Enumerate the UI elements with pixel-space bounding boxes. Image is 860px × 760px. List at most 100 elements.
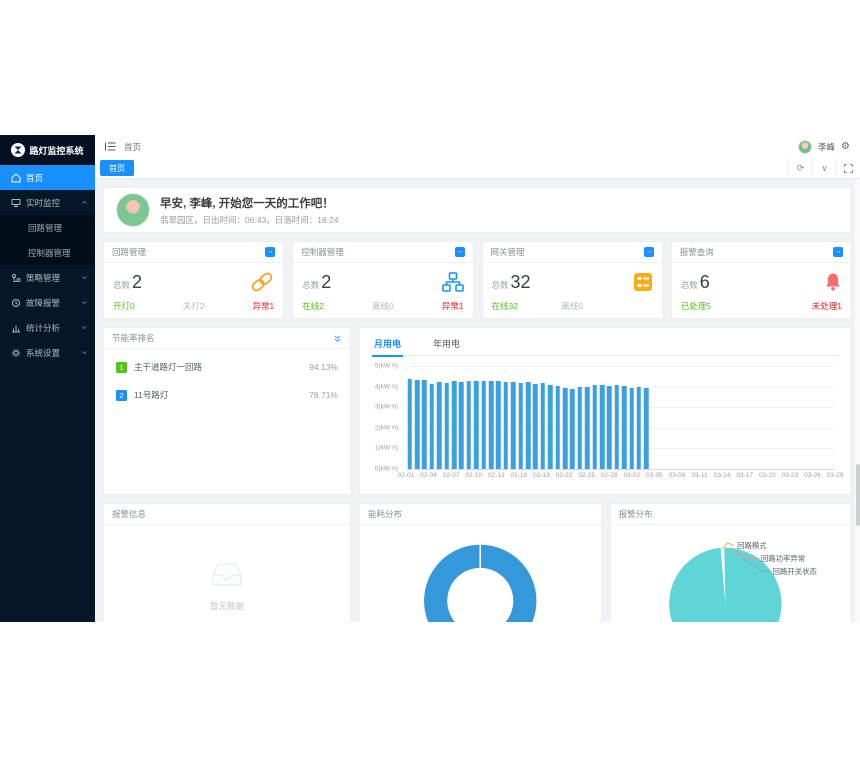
bar-plot bbox=[406, 366, 835, 470]
usage-bar bbox=[496, 381, 501, 469]
logo-icon bbox=[11, 143, 26, 157]
double-chevron-down-icon[interactable] bbox=[333, 334, 342, 343]
card-title: 控制器管理 bbox=[301, 247, 344, 257]
usage-bar bbox=[422, 380, 427, 469]
x-axis-tick-label: 03-29 bbox=[826, 472, 844, 479]
chevron-down-icon bbox=[81, 299, 88, 306]
x-axis: 02-01 02-04 02-07 02-10 02-13 02-16 02-19 02-22… bbox=[398, 469, 844, 483]
y-axis-tick-label: 5(kW·h) bbox=[374, 362, 398, 370]
usage-bar bbox=[414, 379, 420, 469]
menu-fold-icon[interactable] bbox=[105, 142, 116, 151]
total-label: 总数 bbox=[113, 279, 131, 290]
usage-bar bbox=[451, 381, 457, 469]
sidebar: 路灯监控系统 首页 实时监控 回路管理 控制器管理 策略管理 故障报警 bbox=[0, 135, 95, 622]
tab-yearly-usage[interactable]: 年用电 bbox=[433, 339, 461, 349]
sidebar-item-label: 实时监控 bbox=[26, 197, 61, 208]
rank-value: 78.71% bbox=[309, 390, 338, 400]
total-value: 32 bbox=[510, 271, 531, 292]
app-window: 路灯监控系统 首页 实时监控 回路管理 控制器管理 策略管理 故障报警 bbox=[0, 135, 860, 622]
x-axis-tick-label: 02-19 bbox=[533, 472, 550, 479]
usage-bar bbox=[644, 387, 649, 469]
fullscreen-icon[interactable] bbox=[836, 158, 860, 178]
open-arrow-icon[interactable]: → bbox=[833, 247, 843, 257]
empty-state: 暂无数据 bbox=[104, 525, 350, 612]
user-avatar[interactable] bbox=[798, 139, 813, 154]
y-axis-tick-label: 2(kW·h) bbox=[374, 424, 398, 432]
username[interactable]: 李峰 bbox=[818, 141, 836, 152]
card-title: 能耗分布 bbox=[368, 509, 403, 519]
scrollbar-thumb[interactable] bbox=[855, 464, 860, 526]
open-arrow-icon[interactable]: → bbox=[643, 247, 654, 257]
alarm-pie-chart: 回路模式 回路功率异常 回路开关状态 bbox=[668, 541, 817, 622]
page-tabs-bar: 首页 ⟳ ∨ bbox=[95, 158, 860, 179]
total-label: 总数 bbox=[302, 279, 320, 290]
vertical-scrollbar[interactable] bbox=[855, 179, 860, 622]
settings-gear-icon[interactable]: ⚙ bbox=[841, 140, 850, 152]
sidebar-submenu: 回路管理 控制器管理 bbox=[0, 215, 95, 265]
open-arrow-icon[interactable]: → bbox=[454, 247, 465, 257]
ranking-row: 1 主干道路灯一回路 94.13% bbox=[116, 361, 338, 373]
gridline bbox=[406, 407, 835, 409]
sidebar-item-fault-alarm[interactable]: 故障报警 bbox=[0, 290, 95, 315]
total-value: 2 bbox=[321, 271, 332, 292]
stat-abnormal: 异常1 bbox=[441, 301, 464, 311]
sidebar-item-home[interactable]: 首页 bbox=[0, 165, 95, 190]
usage-bar bbox=[570, 388, 575, 469]
chevron-up-icon bbox=[81, 199, 88, 206]
stat-card-controller: 控制器管理 → 总数 2 在线2 离线0 异常1 bbox=[292, 241, 474, 319]
gridline bbox=[406, 448, 835, 450]
x-axis-tick-label: 02-07 bbox=[442, 472, 460, 479]
card-title: 节能率排名 bbox=[112, 333, 155, 343]
sidebar-item-controller-management[interactable]: 控制器管理 bbox=[0, 240, 95, 265]
sidebar-item-statistics[interactable]: 统计分析 bbox=[0, 315, 95, 340]
main-area: 首页 李峰 ⚙ 首页 ⟳ ∨ 早安, 李峰, 开始您一天的工作 bbox=[95, 135, 860, 622]
total-label: 总数 bbox=[491, 279, 509, 290]
sidebar-item-label: 统计分析 bbox=[26, 322, 61, 333]
stat-handled: 已处理5 bbox=[680, 301, 711, 311]
energy-distribution-card: 能耗分布 bbox=[359, 503, 602, 622]
usage-bar bbox=[614, 384, 620, 469]
open-arrow-icon[interactable]: → bbox=[265, 247, 276, 257]
ranking-row: 2 11号路灯 78.71% bbox=[116, 389, 338, 401]
gear-icon bbox=[11, 348, 21, 358]
chevron-down-icon[interactable]: ∨ bbox=[812, 158, 836, 178]
x-axis-tick-label: 02-25 bbox=[578, 472, 595, 479]
energy-donut-chart bbox=[424, 543, 537, 622]
usage-bar bbox=[511, 381, 516, 469]
x-axis-tick-label: 02-28 bbox=[600, 472, 618, 479]
rank-name: 主干道路灯一回路 bbox=[134, 362, 203, 372]
usage-bar bbox=[592, 385, 597, 469]
total-value: 6 bbox=[699, 271, 710, 292]
x-axis-tick-label: 03-23 bbox=[781, 472, 799, 479]
usage-bar bbox=[444, 382, 449, 469]
breadcrumb[interactable]: 首页 bbox=[124, 141, 142, 152]
usage-bar bbox=[533, 383, 538, 469]
empty-inbox-icon bbox=[212, 563, 242, 586]
usage-bar bbox=[629, 387, 634, 469]
rank-badge: 1 bbox=[116, 361, 127, 373]
stat-card-alarm-query: 报警查询 → 总数 6 已处理5 未处理1 bbox=[670, 241, 852, 319]
sidebar-item-system-settings[interactable]: 系统设置 bbox=[0, 340, 95, 365]
tab-home[interactable]: 首页 bbox=[100, 160, 134, 176]
x-axis-tick-label: 03-20 bbox=[758, 472, 776, 479]
usage-bar bbox=[488, 381, 494, 469]
x-axis-tick-label: 02-13 bbox=[488, 472, 505, 479]
card-title: 报警分布 bbox=[618, 509, 653, 519]
usage-bar bbox=[636, 386, 642, 469]
home-icon bbox=[11, 172, 21, 183]
pie-label-circuit-mode: 回路模式 bbox=[737, 541, 767, 550]
refresh-icon[interactable]: ⟳ bbox=[788, 158, 812, 178]
logo: 路灯监控系统 bbox=[0, 135, 95, 165]
tab-monthly-usage[interactable]: 月用电 bbox=[372, 337, 404, 357]
chevron-down-icon bbox=[81, 349, 88, 356]
sidebar-item-strategy-management[interactable]: 策略管理 bbox=[0, 265, 95, 290]
usage-bar bbox=[547, 384, 553, 469]
stat-unhandled: 未处理1 bbox=[811, 301, 842, 311]
y-axis-tick-label: 1(kW·h) bbox=[374, 444, 398, 452]
x-axis-tick-label: 02-01 bbox=[397, 472, 415, 479]
sidebar-item-realtime-monitor[interactable]: 实时监控 bbox=[0, 190, 95, 215]
greeting-text: 早安, 李峰, 开始您一天的工作吧！ bbox=[160, 197, 334, 210]
bell-icon bbox=[824, 272, 842, 292]
sidebar-item-circuit-management[interactable]: 回路管理 bbox=[0, 215, 95, 240]
x-axis-tick-label: 02-10 bbox=[465, 472, 483, 479]
